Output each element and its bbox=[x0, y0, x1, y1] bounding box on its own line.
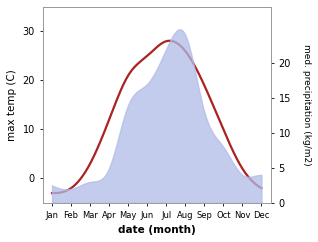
Y-axis label: max temp (C): max temp (C) bbox=[7, 69, 17, 141]
Y-axis label: med. precipitation (kg/m2): med. precipitation (kg/m2) bbox=[302, 44, 311, 166]
X-axis label: date (month): date (month) bbox=[118, 225, 196, 235]
